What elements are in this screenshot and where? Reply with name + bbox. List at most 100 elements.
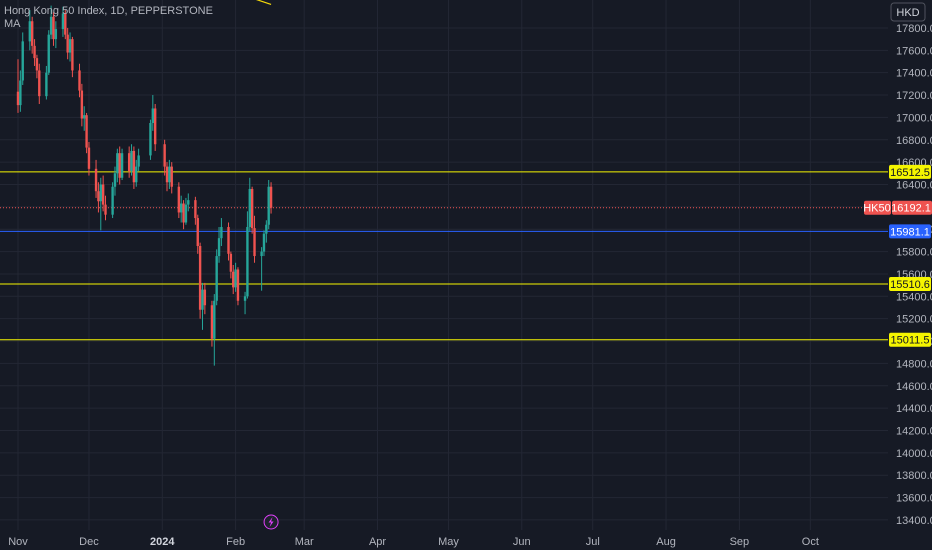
x-tick-label: Apr [369, 536, 386, 548]
level-price-label-bg [889, 276, 931, 291]
candle-body [248, 188, 251, 227]
current-price-label-bg [892, 200, 932, 215]
candle-body [94, 168, 98, 192]
chart-title: Hong Kong 50 Index, 1D, PEPPERSTONE [4, 5, 213, 17]
candle-body [30, 21, 34, 46]
candle-body [135, 166, 138, 183]
chart-grid [0, 0, 888, 530]
candle-body [201, 289, 204, 310]
candle-body [163, 144, 166, 167]
candle-body [61, 13, 65, 30]
price-axis[interactable]: 13400.0 13600.0 13800.0 14000.0 14200.0 14400… [896, 23, 932, 527]
y-tick-label: 14400.0 [896, 403, 932, 415]
x-tick-label: Dec [79, 536, 99, 548]
candle-body [52, 16, 55, 40]
x-tick-label: 2024 [150, 536, 175, 548]
candle-body [262, 233, 266, 252]
candle-body [198, 245, 202, 310]
candle-body [260, 251, 263, 257]
candle-body [269, 186, 273, 208]
candle-body [177, 186, 181, 213]
currency-button[interactable]: HKD [890, 2, 926, 22]
candle-body [47, 34, 50, 73]
level-price-label: 15981.1 [890, 226, 930, 238]
y-tick-label: 14600.0 [896, 381, 932, 393]
candle-body [253, 228, 256, 257]
y-tick-label: 17400.0 [896, 68, 932, 80]
symbol-label-bg [864, 200, 891, 215]
y-tick-label: 13600.0 [896, 493, 932, 505]
candle-body [132, 150, 136, 183]
candle-body [83, 115, 86, 119]
y-tick-label: 15800.0 [896, 247, 932, 259]
y-tick-label: 13800.0 [896, 470, 932, 482]
candle-body [165, 166, 169, 183]
moving-average-line [255, 0, 272, 6]
candle-body [45, 72, 48, 97]
x-tick-label: May [438, 536, 459, 548]
y-tick-label: 14800.0 [896, 358, 932, 370]
candle-body [35, 58, 39, 71]
candle-body [267, 186, 270, 225]
x-tick-label: Aug [656, 536, 676, 548]
candle-body [151, 108, 155, 123]
y-tick-label: 15400.0 [896, 291, 932, 303]
candle-body [28, 21, 32, 42]
candle-body [113, 173, 117, 187]
level-price-label: 15510.6 [890, 279, 930, 291]
candlestick-series [16, 5, 273, 366]
x-tick-label: Jul [586, 536, 600, 548]
moving-average-series [255, 0, 272, 6]
candle-body [130, 150, 133, 172]
candle-body [210, 305, 214, 339]
candle-body [99, 184, 102, 202]
candle-body [21, 41, 24, 81]
horizontal-lines [0, 171, 888, 341]
y-tick-label: 17200.0 [896, 90, 932, 102]
candle-body [236, 269, 240, 301]
time-axis[interactable]: Nov Dec 2024 Feb Mar Apr May Jun Jul Aug Sep Oct [8, 536, 819, 548]
x-tick-label: Mar [295, 536, 314, 548]
candle-body [215, 256, 218, 301]
y-tick-label: 14200.0 [896, 425, 932, 437]
candle-body [194, 200, 197, 219]
candle-body [246, 226, 249, 297]
y-tick-label: 14000.0 [896, 448, 932, 460]
candle-body [127, 153, 131, 172]
candle-body [203, 289, 207, 306]
candle-body [217, 238, 221, 257]
candle-body [232, 271, 235, 288]
y-tick-label: 17000.0 [896, 112, 932, 124]
candle-body [54, 29, 58, 40]
lightning-icon-bolt [268, 517, 274, 527]
current-price-label: 16192.1 [891, 203, 931, 215]
level-price-label-bg [889, 224, 931, 239]
candle-body [80, 90, 84, 119]
candle-body [250, 188, 254, 229]
candle-body [149, 122, 152, 156]
level-price-label: 15011.5 [891, 335, 930, 347]
candle-body [66, 34, 69, 53]
candle-body [64, 13, 67, 35]
symbol-label: HK50 [863, 203, 891, 215]
candle-body [118, 153, 121, 178]
x-tick-label: Feb [226, 536, 245, 548]
candle-body [71, 39, 74, 71]
candle-body [120, 153, 124, 178]
level-price-label: 16512.5 [890, 167, 930, 179]
x-tick-label: Nov [8, 536, 28, 548]
candle-body [213, 300, 216, 339]
candle-body [33, 45, 36, 59]
candle-body [265, 224, 268, 234]
y-tick-label: 16400.0 [896, 179, 932, 191]
y-tick-label: 17800.0 [896, 23, 932, 35]
x-tick-label: Sep [730, 536, 750, 548]
currency-button-label: HKD [896, 7, 919, 19]
candle-body [87, 147, 91, 169]
candle-body [243, 296, 247, 301]
candle-body [16, 91, 20, 106]
event-marker[interactable] [263, 514, 279, 530]
candle-body [116, 153, 119, 174]
x-tick-label: Jun [513, 536, 531, 548]
